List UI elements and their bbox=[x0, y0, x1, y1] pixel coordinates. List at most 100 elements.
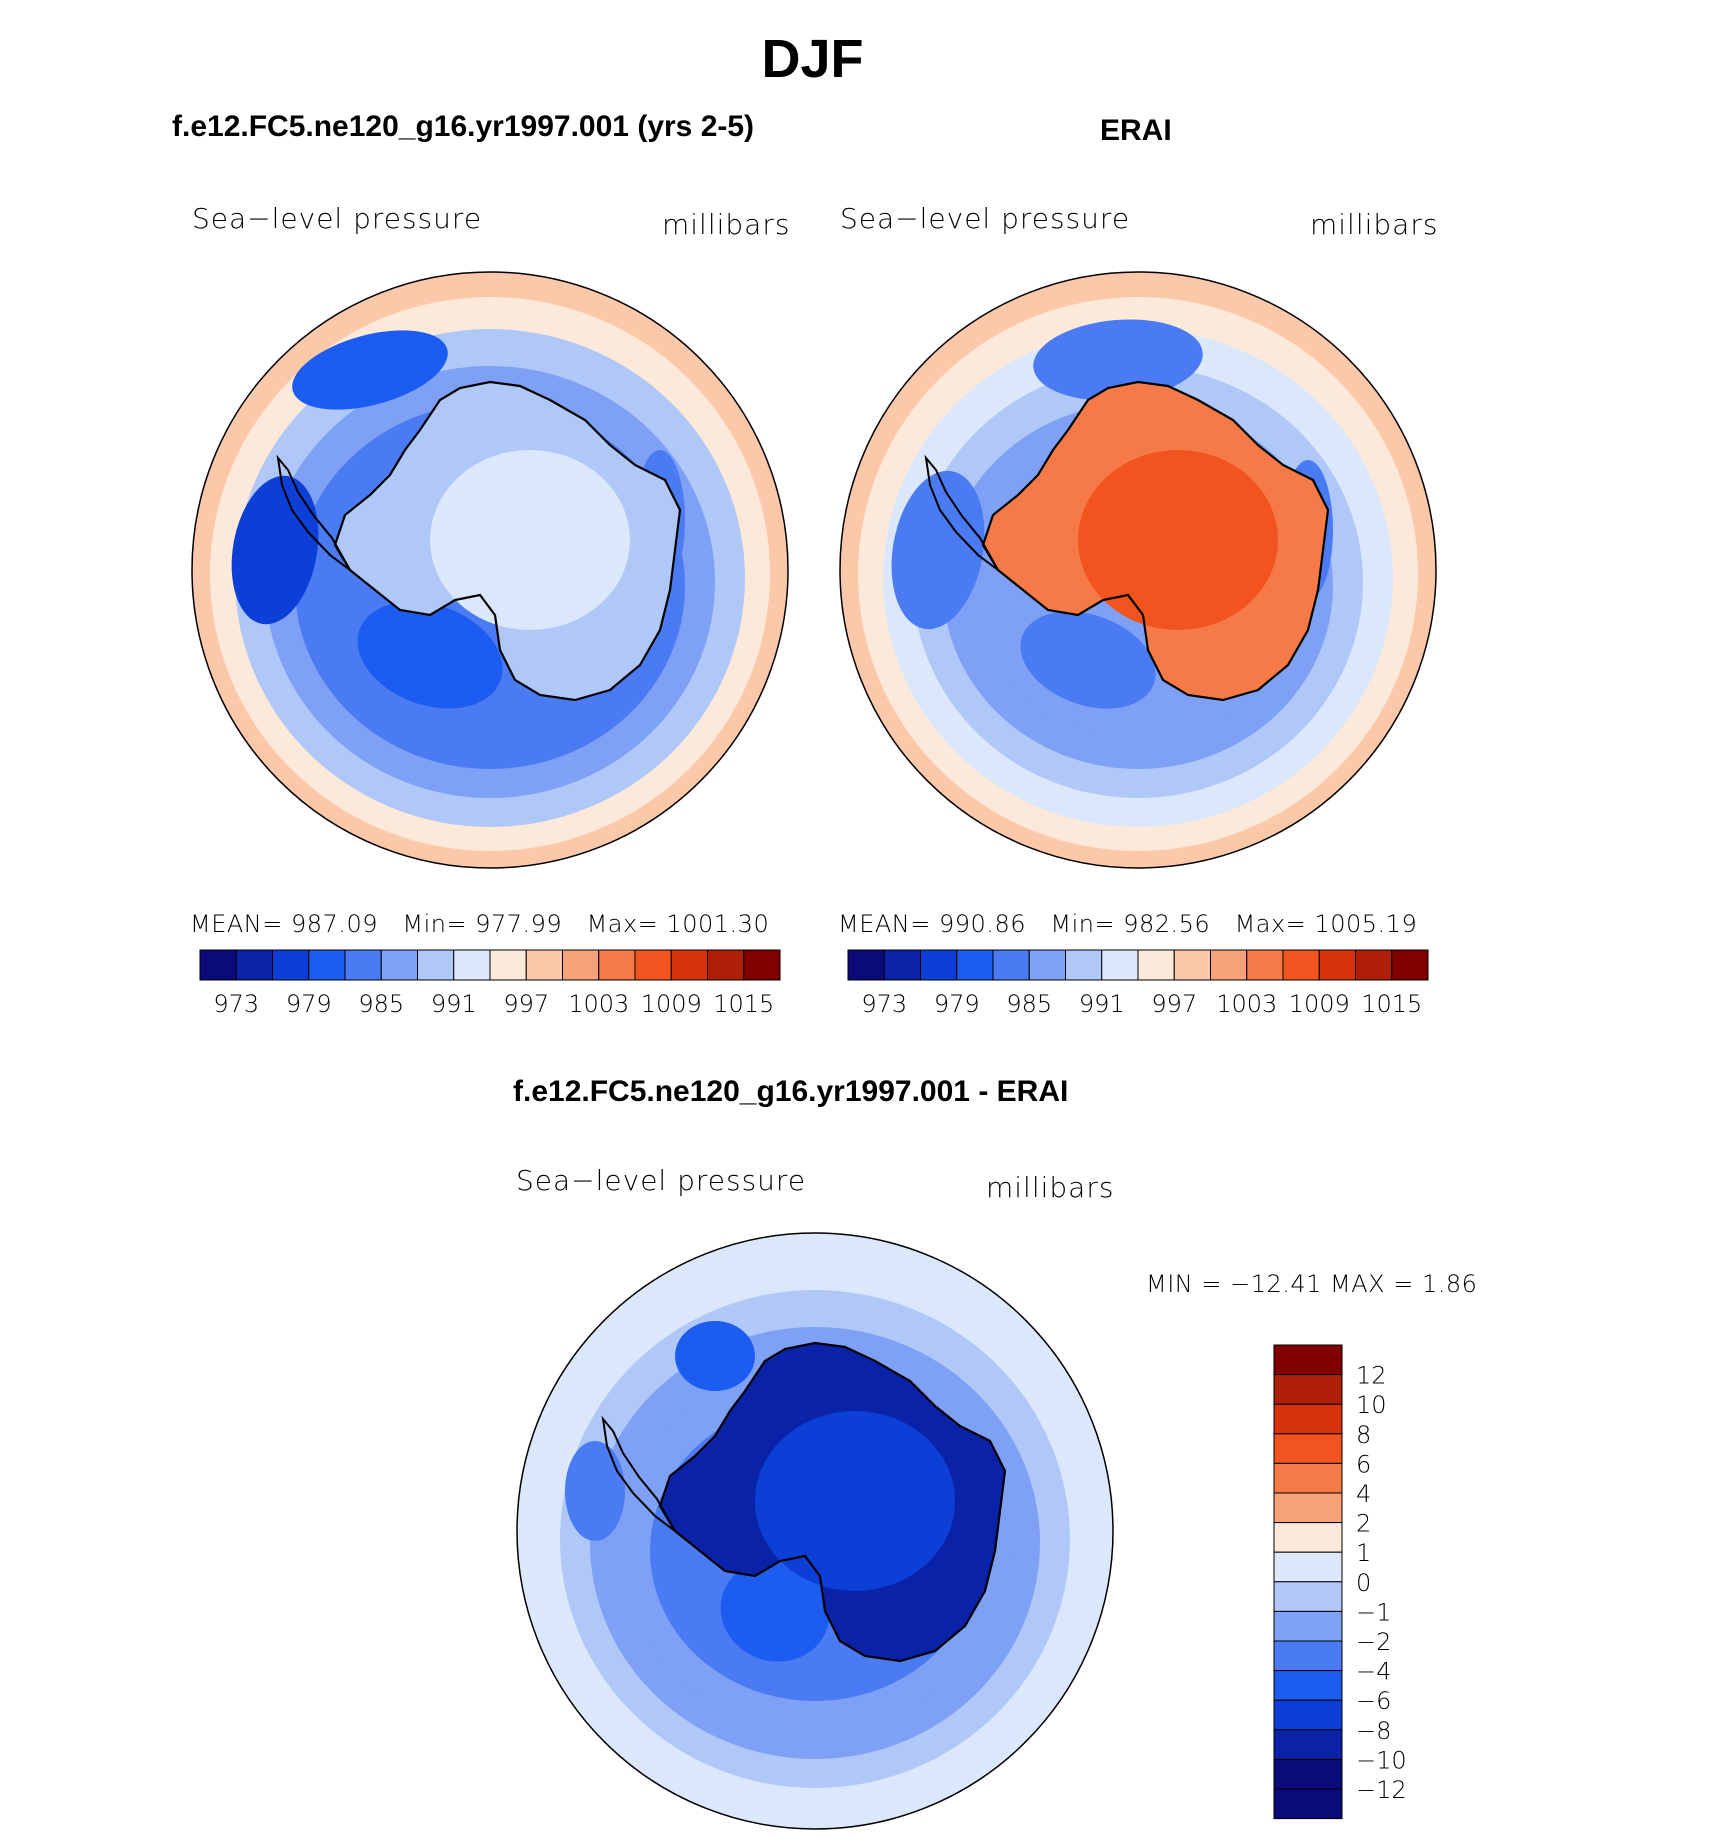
colorbar-tick-label: 4 bbox=[1356, 1480, 1371, 1508]
colorbar-tick-label: −1 bbox=[1356, 1598, 1391, 1626]
colorbar-swatch bbox=[1273, 1551, 1343, 1583]
panel-diff-units: millibars bbox=[986, 1171, 1115, 1204]
min-label: Min= bbox=[1050, 910, 1116, 938]
colorbar-swatch bbox=[417, 949, 455, 981]
map-diff bbox=[516, 1232, 1114, 1830]
colorbar-swatch bbox=[1273, 1670, 1343, 1701]
colorbar-swatch bbox=[1273, 1344, 1343, 1376]
map-border bbox=[516, 1232, 1114, 1830]
contour-blob bbox=[231, 475, 319, 625]
colorbar-swatch bbox=[1173, 949, 1211, 981]
contour-blob bbox=[357, 601, 503, 709]
min-value: 982.56 bbox=[1123, 910, 1211, 938]
colorbar-swatch bbox=[743, 949, 781, 981]
max-label: Max= bbox=[1234, 910, 1307, 938]
map-border bbox=[839, 271, 1437, 869]
colorbar-tick-label: 1009 bbox=[1289, 990, 1350, 1018]
contour-blob bbox=[565, 1441, 625, 1541]
colorbar-swatch bbox=[1028, 949, 1066, 981]
colorbar-tick-label: 2 bbox=[1356, 1510, 1371, 1538]
peninsula-coastline bbox=[601, 1415, 676, 1532]
colorbar-swatch bbox=[598, 949, 636, 981]
mean-value: 987.09 bbox=[291, 910, 378, 938]
panel-obs-title: ERAI bbox=[1100, 114, 1172, 147]
colorbar-swatch bbox=[453, 949, 491, 981]
colorbar-tick-label: 985 bbox=[358, 990, 404, 1018]
colorbar-swatch bbox=[1137, 949, 1175, 981]
colorbar-swatch bbox=[525, 949, 563, 981]
min-label: Min= bbox=[402, 910, 468, 938]
colorbar-swatch bbox=[1273, 1581, 1343, 1612]
colorbar-swatch bbox=[1273, 1729, 1343, 1760]
colorbar-swatch bbox=[1273, 1433, 1343, 1464]
colorbar-tick-label: 6 bbox=[1356, 1450, 1371, 1478]
colorbar-swatch bbox=[1273, 1610, 1343, 1642]
colorbar-swatch bbox=[634, 949, 672, 981]
colorbar-tick-label: 973 bbox=[213, 990, 259, 1018]
colorbar-tick-label: −8 bbox=[1356, 1717, 1391, 1745]
colorbar-tick-label: 997 bbox=[503, 990, 549, 1018]
contour-blob bbox=[720, 1560, 830, 1662]
colorbar-swatch bbox=[1273, 1403, 1343, 1435]
panel-obs-units: millibars bbox=[1310, 208, 1439, 241]
colorbar-tick-label: 12 bbox=[1356, 1362, 1387, 1390]
contour-blob bbox=[1020, 611, 1156, 709]
contour-blob bbox=[891, 470, 985, 630]
peninsula-coastline bbox=[924, 454, 999, 571]
colorbar-swatch bbox=[199, 949, 237, 981]
colorbar-obs: 973 979 985 991 997 1003 1009 1015 bbox=[847, 949, 1429, 1018]
colorbar-tick-label: −12 bbox=[1356, 1776, 1407, 1804]
colorbar-swatch bbox=[1282, 949, 1320, 981]
colorbar-swatch bbox=[1273, 1758, 1343, 1790]
colorbar-swatch bbox=[1355, 949, 1393, 981]
colorbar-swatch bbox=[670, 949, 708, 981]
colorbar-swatch bbox=[707, 949, 745, 981]
antarctica-core bbox=[755, 1411, 955, 1591]
colorbar-swatch bbox=[1246, 949, 1284, 981]
max-label: Max= bbox=[586, 910, 659, 938]
colorbar-tick-label: 1003 bbox=[568, 990, 629, 1018]
antarctica-core bbox=[1078, 450, 1278, 630]
colorbar-tick-label: 1 bbox=[1356, 1539, 1371, 1567]
colorbar-tick-label: −10 bbox=[1356, 1746, 1407, 1774]
colorbar-tick-label: −2 bbox=[1356, 1628, 1391, 1656]
colorbar-tick-label: 985 bbox=[1006, 990, 1052, 1018]
colorbar-swatch bbox=[1210, 949, 1248, 981]
colorbar-tick-label: 979 bbox=[934, 990, 980, 1018]
colorbar-swatch bbox=[308, 949, 346, 981]
colorbar-tick-label: 1003 bbox=[1216, 990, 1277, 1018]
colorbar-swatch bbox=[1273, 1462, 1343, 1494]
colorbar-swatch bbox=[883, 949, 921, 981]
colorbar-tick-label: 997 bbox=[1151, 990, 1197, 1018]
colorbar-swatch bbox=[272, 949, 310, 981]
colorbar-tick-label: 979 bbox=[286, 990, 332, 1018]
panel-model-units: millibars bbox=[662, 208, 791, 241]
panel-diff-stats: MIN = −12.41 MAX = 1.86 bbox=[1146, 1270, 1478, 1298]
contour-blob bbox=[675, 1321, 755, 1391]
contour-blob bbox=[292, 330, 448, 410]
panel-obs-variable: Sea−level pressure bbox=[840, 202, 1131, 235]
antarctica-coastline bbox=[333, 380, 682, 702]
colorbar-swatch bbox=[380, 949, 418, 981]
colorbar-swatch bbox=[1273, 1640, 1343, 1672]
colorbar-tick-label: 1015 bbox=[713, 990, 774, 1018]
colorbar-swatch bbox=[344, 949, 382, 981]
map-border bbox=[191, 271, 789, 869]
colorbar-tick-label: 8 bbox=[1356, 1421, 1371, 1449]
map-model bbox=[191, 271, 789, 869]
colorbar-swatch bbox=[992, 949, 1030, 981]
colorbar-model: 973 979 985 991 997 1003 1009 1015 bbox=[199, 949, 781, 1018]
panel-model-variable: Sea−level pressure bbox=[192, 202, 483, 235]
colorbar-swatch bbox=[1101, 949, 1139, 981]
colorbar-tick-label: 0 bbox=[1356, 1569, 1371, 1597]
colorbar-swatch bbox=[1065, 949, 1103, 981]
contour-blob bbox=[1033, 319, 1203, 401]
figure-title: DJF bbox=[761, 29, 864, 89]
mean-label: MEAN= bbox=[838, 910, 931, 938]
panel-model-stats: MEAN= 987.09 Min= 977.99 Max= 1001.30 bbox=[190, 910, 769, 938]
colorbar-tick-label: −6 bbox=[1356, 1687, 1391, 1715]
colorbar-swatch bbox=[489, 949, 527, 981]
colorbar-swatch bbox=[956, 949, 994, 981]
map-obs bbox=[839, 271, 1437, 869]
max-value: 1005.19 bbox=[1314, 910, 1418, 938]
